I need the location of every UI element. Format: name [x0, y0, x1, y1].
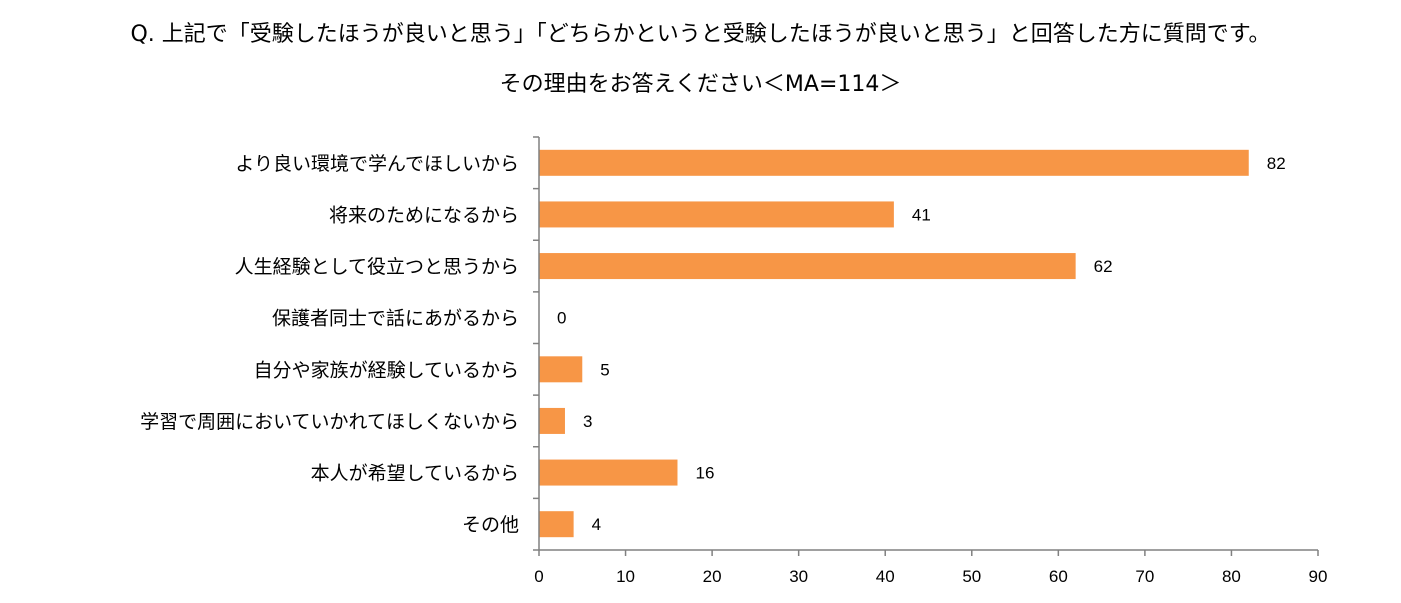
x-tick-label: 80 — [1222, 567, 1241, 586]
x-tick-label: 60 — [1049, 567, 1068, 586]
data-label: 0 — [557, 309, 566, 328]
x-tick-label: 90 — [1309, 567, 1328, 586]
category-label: その他 — [462, 514, 519, 536]
x-tick-label: 50 — [962, 567, 981, 586]
category-label: 将来のためになるから — [329, 204, 519, 226]
x-tick-label: 30 — [789, 567, 808, 586]
category-label: 人生経験として役立つと思うから — [235, 256, 519, 278]
x-tick-label: 20 — [703, 567, 722, 586]
category-label: 本人が希望しているから — [311, 463, 519, 485]
data-label: 3 — [583, 412, 592, 431]
bar — [539, 201, 894, 228]
category-label: 学習で周囲においていかれてほしくないから — [140, 411, 519, 433]
x-tick-label: 40 — [876, 567, 895, 586]
bar — [539, 459, 678, 486]
bar — [539, 149, 1249, 176]
bar — [539, 356, 583, 383]
x-tick-label: 10 — [616, 567, 635, 586]
category-label: より良い環境で学んでほしいから — [235, 153, 519, 175]
x-tick-label: 70 — [1135, 567, 1154, 586]
bar — [539, 511, 574, 538]
data-label: 62 — [1094, 257, 1113, 276]
chart-subtitle: その理由をお答えください＜MA=114＞ — [499, 72, 902, 97]
data-label: 16 — [695, 464, 714, 483]
data-label: 4 — [592, 515, 601, 534]
data-label: 5 — [600, 360, 609, 379]
x-tick-label: 0 — [534, 567, 543, 586]
bar — [539, 253, 1076, 280]
data-label: 82 — [1267, 154, 1286, 173]
data-label: 41 — [912, 205, 931, 224]
chart-title: Q. 上記で「受験したほうが良いと思う」「どちらかというと受験したほうが良いと思… — [130, 22, 1271, 47]
category-label: 自分や家族が経験しているから — [254, 359, 519, 381]
category-label: 保護者同士で話にあがるから — [272, 308, 519, 330]
bar — [539, 407, 565, 434]
